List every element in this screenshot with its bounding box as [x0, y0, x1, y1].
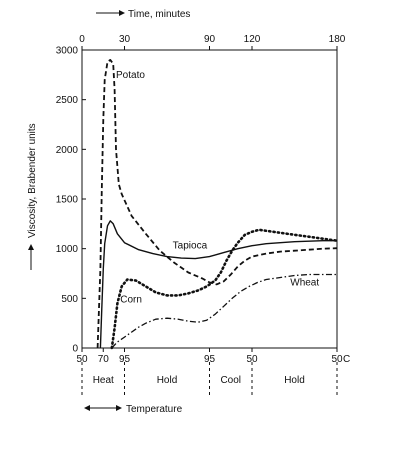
bottom-tick-label: 95: [119, 354, 131, 365]
series-labels: Potato Tapioca Corn Wheat: [116, 70, 319, 305]
top-tick-label: 90: [204, 34, 216, 45]
phase-label: Cool: [220, 375, 241, 386]
bottom-axis-unit: C: [343, 354, 350, 365]
series-label-wheat: Wheat: [290, 277, 319, 288]
bottom-tick-label: 70: [98, 354, 110, 365]
y-tick-label: 1000: [56, 244, 79, 255]
bottom-tick-label: 95: [204, 354, 216, 365]
top-tick-label: 30: [119, 34, 131, 45]
bottom-axis-label: Temperature: [126, 404, 183, 415]
y-tick-label: 2500: [56, 95, 79, 106]
top-tick-label: 120: [244, 34, 261, 45]
y-tick-label: 2000: [56, 145, 79, 156]
top-axis-title: Time, minutes: [96, 9, 190, 20]
series-label-tapioca: Tapioca: [173, 241, 208, 252]
series-line-corn: [110, 228, 339, 350]
bottom-tick-label: 50: [76, 354, 88, 365]
phase-label: Hold: [284, 375, 305, 386]
phase-label: Heat: [93, 375, 114, 386]
y-axis-label: Viscosity, Brabender units: [27, 123, 38, 238]
bottom-axis-ticks: 50 70 95 95 50 50 C: [76, 348, 350, 365]
series-label-potato: Potato: [116, 70, 145, 81]
y-axis-title: Viscosity, Brabender units: [27, 123, 38, 270]
y-tick-label: 0: [72, 344, 78, 355]
bottom-tick-label: 50: [246, 354, 258, 365]
series-label-corn: Corn: [120, 294, 142, 305]
series-layer: [96, 59, 339, 350]
y-tick-label: 1500: [56, 195, 79, 206]
top-axis-label: Time, minutes: [128, 9, 190, 20]
top-tick-label: 180: [329, 34, 346, 45]
phase-label: Hold: [157, 375, 178, 386]
bottom-axis-title: Temperature: [84, 404, 183, 415]
series-line-potato: [96, 59, 338, 349]
series-line-tapioca: [99, 220, 337, 349]
phase-bands: Heat Hold Cool Hold: [81, 362, 338, 396]
y-axis-ticks: 0 500 1000 1500 2000 2500 3000: [56, 46, 86, 355]
top-tick-label: 0: [79, 34, 85, 45]
y-tick-label: 3000: [56, 46, 79, 57]
plot-frame: [81, 49, 338, 349]
y-tick-label: 500: [61, 294, 78, 305]
top-axis-ticks: 0 30 90 120 180: [79, 34, 346, 50]
series-line-wheat: [111, 273, 337, 349]
bottom-tick-label: 50: [331, 354, 343, 365]
